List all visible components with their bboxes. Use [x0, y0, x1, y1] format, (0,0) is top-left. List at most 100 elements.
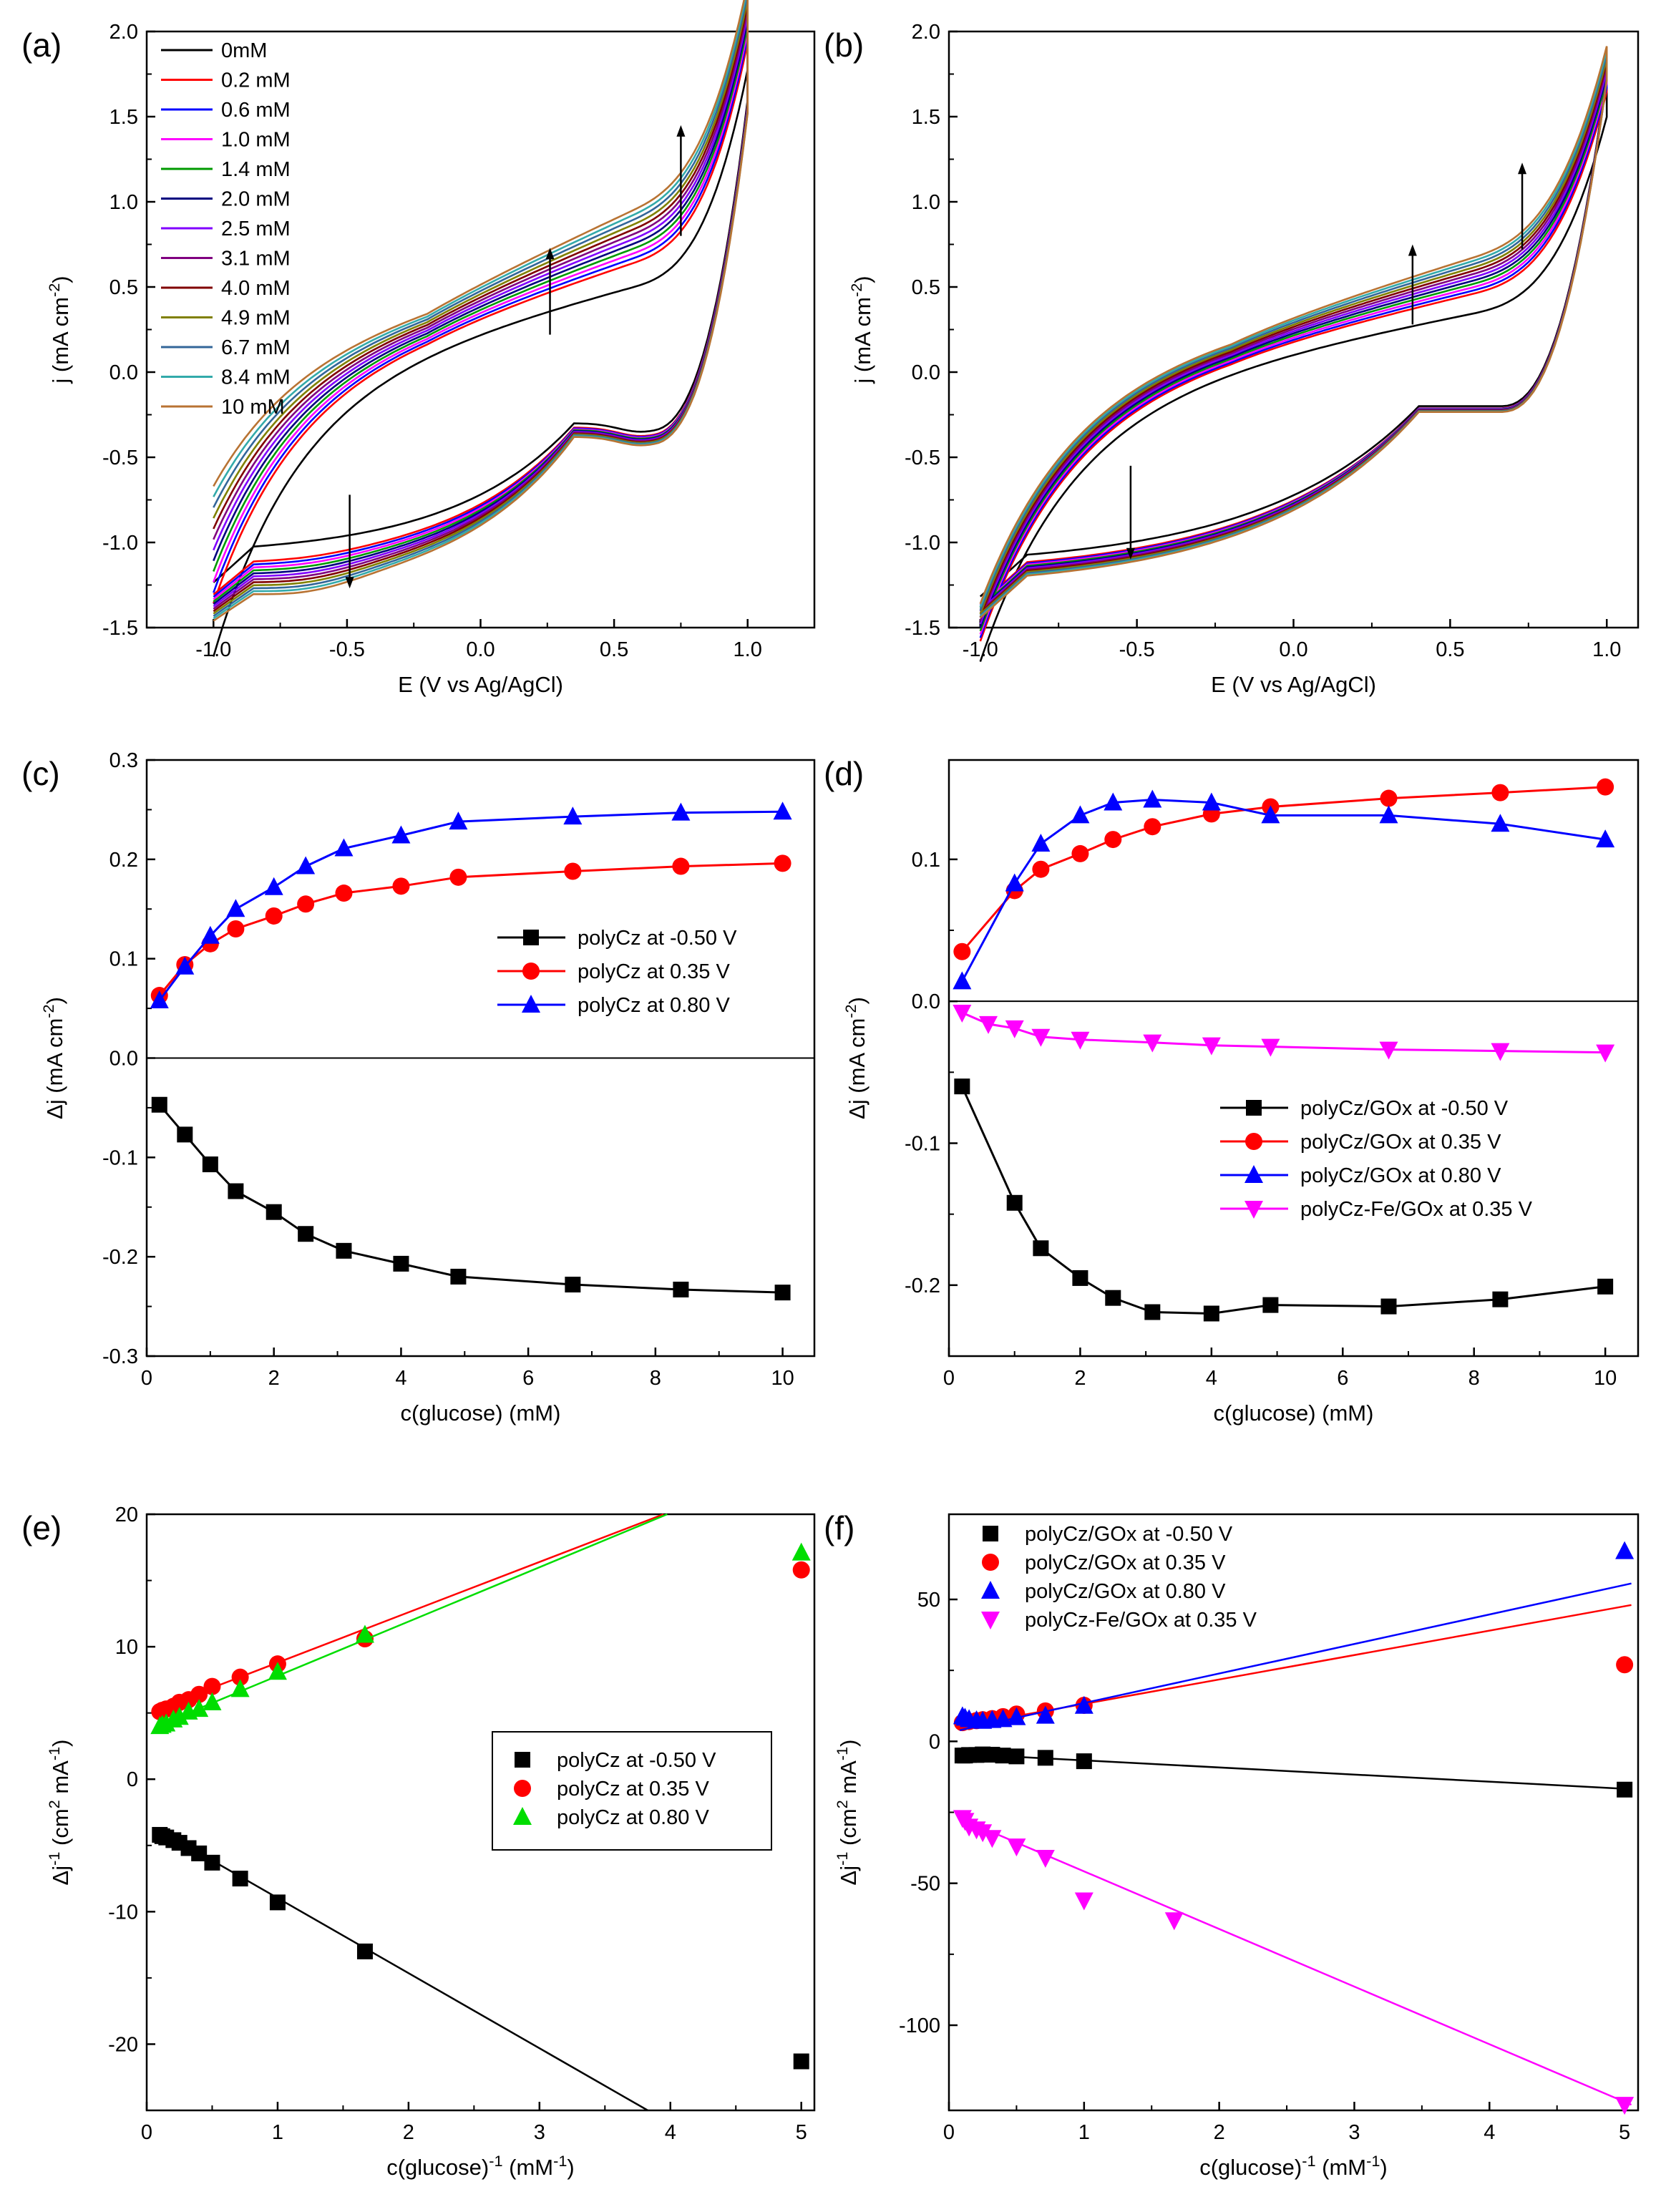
y-tick-label: 0.5	[912, 276, 940, 299]
legend-box	[492, 1731, 772, 1851]
legend-marker	[982, 1554, 999, 1571]
data-point	[1036, 1705, 1055, 1724]
data-point	[1143, 789, 1162, 808]
data-point	[1492, 1291, 1509, 1307]
y-tick-label: -1.0	[102, 532, 138, 555]
data-point	[297, 895, 315, 913]
panel-3: 0 2 4 6 8 10 -0.3 -0.2 -0.1 0.0 0.1 0.2 0.3 (c) c(gluc…	[21, 749, 816, 1426]
data-point	[449, 868, 467, 886]
y-tick-label: 0.0	[912, 990, 940, 1013]
legend-label: 1.0 mM	[221, 129, 291, 152]
series-polyCz-Fe-GOx-at-0-35-V	[953, 1005, 1615, 1063]
legend-label: polyCz at 0.35 V	[557, 1778, 709, 1801]
data-point	[203, 1677, 221, 1695]
data-point	[1072, 1270, 1088, 1286]
data-point	[298, 1226, 314, 1242]
series-line	[961, 786, 1606, 952]
data-point	[191, 1845, 208, 1861]
legend-label: 0.6 mM	[221, 99, 291, 122]
data-point	[356, 1943, 373, 1959]
data-point	[774, 854, 791, 872]
data-point	[1074, 1695, 1093, 1714]
legend-label: polyCz/GOx at 0.80 V	[1300, 1164, 1501, 1187]
panel-4: 0 2 4 6 8 10 -0.2 -0.1 0.0 0.1 (d) c(glucose) (mM) Δ…	[824, 755, 1640, 1426]
y-tick-label: 0.1	[912, 849, 940, 872]
y-tick-label: -1.0	[905, 532, 940, 555]
data-point	[450, 1268, 467, 1285]
y-tick-label: -20	[108, 2033, 138, 2056]
data-point	[203, 1692, 222, 1710]
fit-line	[959, 1817, 1632, 2106]
cv-curves	[213, 0, 749, 657]
legend-marker	[1245, 1133, 1262, 1150]
cv-curve	[979, 67, 1608, 621]
data-point	[1143, 1034, 1162, 1053]
data-point	[1616, 1656, 1634, 1674]
data-point	[1074, 1892, 1093, 1911]
legend-label: 2.0 mM	[221, 188, 291, 211]
data-point	[1164, 1912, 1184, 1931]
x-tick-label: 4	[1206, 1367, 1217, 1390]
data-point	[953, 971, 972, 990]
x-tick-label: 0	[141, 1367, 152, 1390]
arrow-head	[1518, 162, 1527, 175]
data-point	[1379, 1041, 1398, 1060]
data-point	[1036, 1849, 1055, 1868]
legend-marker	[515, 1752, 530, 1768]
y-tick-label: 2.0	[109, 21, 138, 44]
panel-label: (c)	[21, 755, 60, 792]
x-tick-label: 6	[1337, 1367, 1348, 1390]
data-point	[1104, 792, 1123, 811]
x-tick-label: 8	[1468, 1367, 1480, 1390]
plot-frame	[145, 1513, 816, 2112]
legend-label: 4.9 mM	[221, 307, 291, 330]
legend-marker	[522, 963, 540, 980]
y-tick-label: -1.5	[102, 617, 138, 640]
legend-label: polyCz at -0.50 V	[578, 927, 737, 950]
data-point	[973, 1824, 993, 1843]
x-tick-label: 10	[771, 1367, 794, 1390]
data-point	[995, 1748, 1011, 1764]
series-polyCz-GOx-at-0-80-V	[953, 1541, 1635, 1731]
data-point	[671, 802, 691, 821]
series-line	[961, 1011, 1606, 1054]
y-tick-label: 1.0	[912, 191, 940, 214]
x-axis-label: c(glucose) (mM)	[1214, 1400, 1374, 1426]
x-tick-label: -1.0	[195, 638, 231, 661]
y-tick-label: 1.0	[109, 191, 138, 214]
y-tick-label: 50	[917, 1589, 940, 1612]
data-point	[673, 1281, 689, 1297]
data-point	[1617, 1781, 1633, 1798]
data-point	[791, 1542, 811, 1561]
x-tick-label: -1.0	[963, 638, 998, 661]
legend-label: 8.4 mM	[221, 366, 291, 389]
legend-marker	[1244, 1201, 1263, 1219]
legend: polyCz at -0.50 V polyCz at 0.35 V polyCz …	[497, 927, 737, 1017]
x-tick-label: 0.5	[600, 638, 628, 661]
data-point	[1007, 1707, 1026, 1725]
series-polyCz-at-0-50-V	[151, 1096, 791, 1301]
data-point	[1076, 1753, 1092, 1770]
data-point	[1202, 1037, 1221, 1056]
x-tick-label: 2	[1214, 2121, 1225, 2144]
data-point	[1615, 1541, 1635, 1559]
legend-label: polyCz/GOx at 0.80 V	[1025, 1580, 1226, 1603]
x-tick-label: 2	[1074, 1367, 1086, 1390]
cv-curve	[979, 77, 1608, 632]
legend-marker	[1244, 1165, 1263, 1183]
data-point	[1379, 805, 1398, 824]
panel-1: -1.0 -0.5 0.0 0.5 1.0 -1.5 -1.0 -0.5 0.0 0.5 1.0 1.…	[21, 0, 816, 697]
data-point	[1105, 1290, 1121, 1306]
y-tick-label: 0.2	[109, 849, 138, 872]
data-point	[334, 838, 354, 857]
legend-label: polyCz/GOx at -0.50 V	[1300, 1097, 1509, 1120]
y-tick-label: 0.1	[109, 948, 138, 971]
y-axis-label: j (mA cm-2)	[45, 276, 74, 384]
legend-marker	[983, 1526, 998, 1541]
data-point	[1491, 814, 1510, 832]
data-point	[792, 1561, 810, 1579]
data-point	[954, 1078, 970, 1095]
data-point	[563, 807, 583, 825]
data-point	[269, 1894, 286, 1911]
legend: 0mM 0.2 mM 0.6 mM 1.0 mM 1.4 mM 2.0 mM 2.5 mM 3…	[161, 39, 291, 419]
